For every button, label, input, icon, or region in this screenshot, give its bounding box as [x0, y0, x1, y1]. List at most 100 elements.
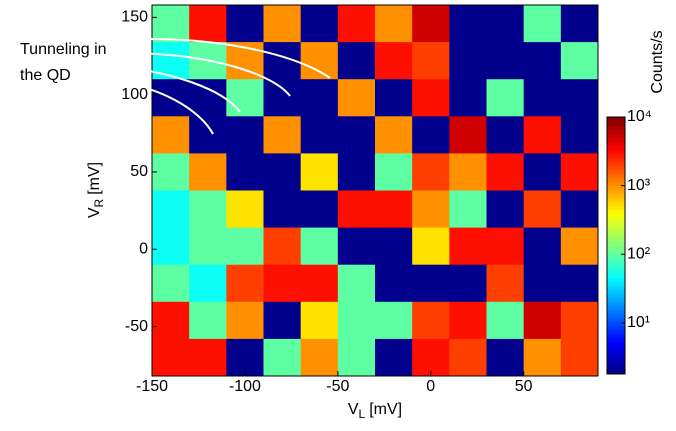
heatmap-cell: [523, 338, 562, 377]
colorbar-swatch: [607, 365, 625, 371]
heatmap-cell: [263, 264, 302, 303]
heatmap-cell: [486, 79, 525, 117]
colorbar-swatch: [607, 217, 625, 222]
colorbar-swatch: [607, 321, 625, 327]
colorbar-swatch: [607, 297, 625, 303]
heatmap-cell: [486, 190, 525, 229]
colorbar-swatch: [607, 357, 625, 363]
y-tick-label: 0: [139, 240, 148, 257]
colorbar-swatch: [607, 121, 625, 126]
heatmap-cell: [486, 264, 525, 303]
heatmap-cell: [560, 338, 599, 377]
heatmap-cell: [449, 338, 487, 377]
heatmap-cell: [375, 42, 413, 80]
heatmap-cell: [449, 42, 487, 80]
colorbar-tick-label: 10⁴: [627, 108, 652, 125]
heatmap-cell: [300, 5, 339, 43]
heatmap-cell: [263, 338, 302, 377]
x-axis-label: VL [mV]: [348, 401, 402, 421]
heatmap-cell: [189, 190, 227, 229]
colorbar-swatch: [607, 157, 625, 162]
heatmap-cell: [189, 79, 227, 117]
heatmap-cell: [300, 338, 339, 377]
heatmap-cell: [152, 301, 190, 340]
heatmap-cell: [449, 301, 487, 340]
colorbar-swatch: [607, 221, 625, 226]
heatmap-cell: [412, 227, 450, 266]
heatmap-cell: [226, 338, 264, 377]
heatmap-cell: [523, 227, 562, 266]
heatmap-cell: [375, 116, 413, 154]
annotation: Tunneling in: [20, 41, 107, 58]
colorbar-label: Counts/s: [649, 30, 666, 93]
y-axis-label: VR [mV]: [86, 162, 106, 218]
heatmap-cell: [263, 5, 302, 43]
heatmap-cell: [152, 227, 190, 266]
heatmap-cell: [300, 227, 339, 266]
colorbar-swatch: [607, 369, 625, 375]
heatmap-cell: [375, 190, 413, 229]
heatmap-cell: [449, 264, 487, 303]
heatmap-cell: [412, 79, 450, 117]
colorbar-swatch: [607, 141, 625, 146]
heatmap-cell: [560, 5, 599, 43]
colorbar-swatch: [607, 233, 625, 238]
colorbar-swatch: [607, 309, 625, 315]
heatmap-cell: [412, 301, 450, 340]
colorbar-swatch: [607, 329, 625, 335]
heatmap-cell: [560, 190, 599, 229]
heatmap-cell: [412, 190, 450, 229]
heatmap-cell: [560, 153, 599, 191]
arrow: [103, 79, 214, 135]
colorbar-swatch: [607, 169, 625, 174]
y-tick-label: 50: [130, 163, 148, 180]
heatmap-cell: [412, 116, 450, 154]
heatmap-cell: [523, 190, 562, 229]
label-main: V: [86, 207, 103, 218]
colorbar-tick-label: 10³: [627, 177, 651, 194]
colorbar-swatch: [607, 269, 625, 275]
colorbar-swatch: [607, 345, 625, 351]
colorbar-swatch: [607, 117, 625, 122]
colorbar-swatch: [607, 353, 625, 359]
heatmap-cell: [337, 42, 376, 80]
arrow: [117, 52, 291, 97]
heatmap-cell: [375, 5, 413, 43]
colorbar-swatch: [607, 317, 625, 323]
heatmap-cell: [152, 264, 190, 303]
plot-frame: [151, 4, 599, 377]
heatmap-cell: [523, 79, 562, 117]
colorbar-swatch: [607, 181, 625, 186]
heatmap-cell: [375, 301, 413, 340]
colorbar-swatch: [607, 241, 625, 246]
colorbar-swatch: [607, 125, 625, 130]
heatmap-cell: [523, 116, 562, 154]
label-sub: L: [359, 407, 366, 421]
x-tick-label: -150: [136, 378, 168, 395]
colorbar-swatch: [607, 289, 625, 295]
annotation: the QD: [20, 67, 71, 84]
heatmap-cell: [300, 264, 339, 303]
colorbar-swatch: [607, 285, 625, 291]
heatmap-cell: [523, 5, 562, 43]
heatmap-cell: [152, 42, 190, 80]
colorbar-swatch: [607, 293, 625, 299]
colorbar-swatch: [607, 225, 625, 230]
heatmap-cell: [449, 153, 487, 191]
label-sub: R: [92, 198, 106, 207]
arrow: [117, 38, 331, 79]
colorbar-tick-label: 10¹: [627, 314, 650, 331]
arrow: [107, 65, 241, 113]
heatmap-cell: [226, 79, 264, 117]
heatmap-cell: [523, 42, 562, 80]
x-tick-label: 0: [426, 378, 435, 395]
heatmap-cell: [449, 227, 487, 266]
colorbar-swatch: [607, 185, 625, 190]
heatmap-cell: [152, 153, 190, 191]
heatmap-cell: [337, 338, 376, 377]
colorbar-swatch: [607, 349, 625, 355]
heatmap-cell: [337, 301, 376, 340]
heatmap-cell: [263, 153, 302, 191]
heatmap-cell: [189, 301, 227, 340]
x-tick-label: -50: [326, 378, 349, 395]
